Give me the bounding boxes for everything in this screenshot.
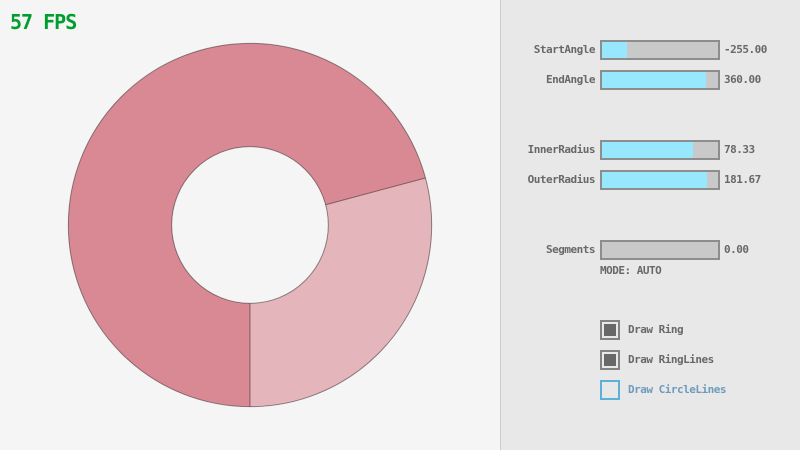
slider-row-outerradius: OuterRadius 181.67 — [501, 170, 800, 190]
slider-endangle[interactable] — [600, 70, 720, 90]
mode-label: MODE: AUTO — [600, 264, 662, 277]
slider-value: 0.00 — [724, 243, 749, 256]
checkmark-icon — [604, 324, 616, 336]
slider-fill — [602, 72, 707, 88]
slider-value: -255.00 — [724, 43, 767, 56]
checkbox-draw-ring[interactable] — [600, 320, 620, 340]
slider-label: StartAngle — [533, 43, 596, 56]
checkbox-row-draw-circlelines: Draw CircleLines — [501, 380, 800, 400]
ring-inner-outline — [171, 146, 329, 304]
slider-label: Segments — [546, 243, 595, 256]
ring-boundary-line-upper-right — [325, 177, 426, 206]
slider-label: EndAngle — [546, 73, 595, 86]
slider-outerradius[interactable] — [600, 170, 720, 190]
ring-inner-hole — [171, 146, 329, 304]
slider-row-segments: Segments 0.00 — [501, 240, 800, 260]
slider-fill — [602, 172, 708, 188]
fps-counter: 57 FPS — [10, 10, 77, 34]
ring-outer-outline — [67, 42, 433, 408]
checkbox-label: Draw CircleLines — [628, 383, 726, 396]
control-panel: StartAngle -255.00 EndAngle 360.00 Inner… — [500, 0, 800, 450]
slider-row-startangle: StartAngle -255.00 — [501, 40, 800, 60]
slider-segments[interactable] — [600, 240, 720, 260]
slider-label: OuterRadius — [527, 173, 596, 186]
checkbox-label: Draw RingLines — [628, 353, 714, 366]
slider-fill — [602, 42, 628, 58]
checkbox-row-draw-ring: Draw Ring — [501, 320, 800, 340]
slider-innerradius[interactable] — [600, 140, 720, 160]
checkbox-row-draw-ringlines: Draw RingLines — [501, 350, 800, 370]
slider-value: 181.67 — [724, 173, 761, 186]
slider-value: 360.00 — [724, 73, 761, 86]
slider-startangle[interactable] — [600, 40, 720, 60]
slider-label: InnerRadius — [527, 143, 596, 156]
checkmark-icon — [604, 354, 616, 366]
slider-row-innerradius: InnerRadius 78.33 — [501, 140, 800, 160]
slider-value: 78.33 — [724, 143, 755, 156]
checkbox-label: Draw Ring — [628, 323, 684, 336]
checkbox-draw-ringlines[interactable] — [600, 350, 620, 370]
ring-chart — [67, 42, 433, 408]
checkbox-draw-circlelines[interactable] — [600, 380, 620, 400]
slider-fill — [602, 142, 693, 158]
slider-row-endangle: EndAngle 360.00 — [501, 70, 800, 90]
